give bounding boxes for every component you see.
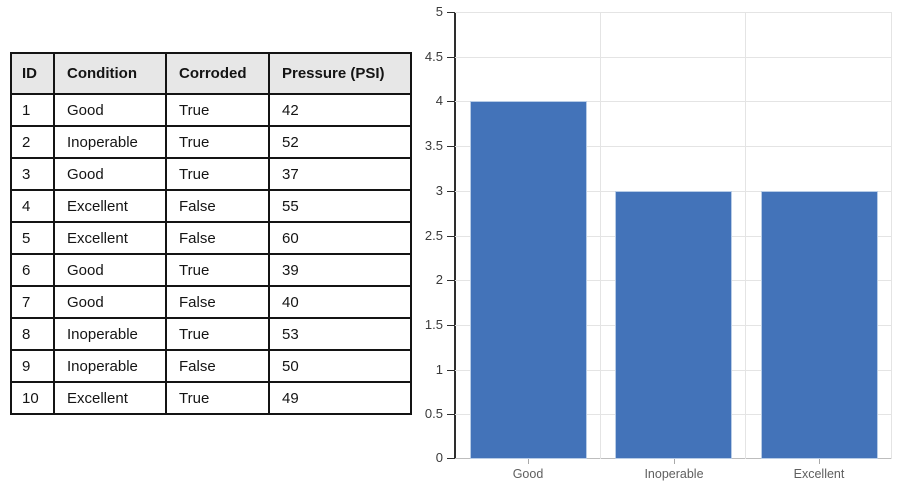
table-cell: Good [53,157,167,191]
table-cell: True [165,381,270,415]
y-axis-tick-label: 4.5 [424,49,443,64]
table-cell: False [165,349,270,383]
gridline-horizontal [455,101,892,102]
table-cell: Inoperable [53,317,167,351]
bar-excellent [761,191,878,459]
y-axis-tick [447,280,455,281]
table-cell: 49 [268,381,412,415]
table-cell: False [165,285,270,319]
table-cell: Good [53,253,167,287]
y-axis-tick [447,414,455,415]
table-row: 2 Inoperable True 52 [10,125,412,159]
y-axis-tick [447,370,455,371]
y-axis-tick-label: 2.5 [424,228,443,243]
table-cell: True [165,157,270,191]
gridline-horizontal [455,57,892,58]
table-cell: 2 [10,125,55,159]
pipe-data-table: ID Condition Corroded Pressure (PSI) 1 Good T… [10,52,412,415]
column-header-pressure-psi: Pressure (PSI) [268,52,412,95]
x-axis-label-excellent: Excellent [793,467,845,481]
gridline-horizontal [455,12,892,13]
bar-inoperable [615,191,732,459]
bar-chart-plot-area: 0 0.5 1 1.5 2 2.5 3 3.5 4 4.5 5 Good Inoperable Excel… [425,4,892,481]
y-axis-tick-label: 3 [435,183,443,198]
gridline-vertical [745,12,746,459]
table-cell: 1 [10,93,55,127]
table-cell: 60 [268,221,412,255]
table-row: 10 Excellent True 49 [10,381,412,415]
table-cell: False [165,221,270,255]
table-cell: 52 [268,125,412,159]
y-axis-tick [447,146,455,147]
table-row: 8 Inoperable True 53 [10,317,412,351]
table-cell: 53 [268,317,412,351]
y-axis-tick [447,325,455,326]
y-axis-tick-label: 3.5 [424,138,443,153]
table-row: 6 Good True 39 [10,253,412,287]
table-cell: Excellent [53,381,167,415]
x-axis-label-good: Good [512,467,544,481]
table-cell: 6 [10,253,55,287]
y-axis-tick-label: 1 [435,362,443,377]
table-row: 9 Inoperable False 50 [10,349,412,383]
table-cell: Good [53,93,167,127]
y-axis-tick-label: 4 [435,93,443,108]
gridline-vertical [891,12,892,459]
table-cell: 10 [10,381,55,415]
table-cell: True [165,125,270,159]
table-cell: True [165,317,270,351]
table-row: 5 Excellent False 60 [10,221,412,255]
table-header-row: ID Condition Corroded Pressure (PSI) [10,52,412,95]
table-cell: 4 [10,189,55,223]
table-cell: 5 [10,221,55,255]
table-cell: 9 [10,349,55,383]
x-axis-tick [819,459,820,464]
table-cell: True [165,253,270,287]
table-cell: 40 [268,285,412,319]
table-row: 1 Good True 42 [10,93,412,127]
table-row: 4 Excellent False 55 [10,189,412,223]
column-header-id: ID [10,52,55,95]
table-cell: 42 [268,93,412,127]
table-cell: Excellent [53,189,167,223]
y-axis-tick [447,458,455,459]
table-cell: 55 [268,189,412,223]
column-header-condition: Condition [53,52,167,95]
y-axis-tick-label: 1.5 [424,317,443,332]
y-axis-tick-label: 2 [435,272,443,287]
y-axis-tick [447,191,455,192]
table-cell: 7 [10,285,55,319]
table-cell: 3 [10,157,55,191]
table-row: 3 Good True 37 [10,157,412,191]
y-axis-line [454,12,456,459]
bar-good [470,101,587,459]
table-cell: Excellent [53,221,167,255]
table-cell: False [165,189,270,223]
y-axis-tick [447,236,455,237]
y-axis-tick-label: 0.5 [424,406,443,421]
gridline-horizontal [455,146,892,147]
y-axis-tick [447,12,455,13]
table-cell: 8 [10,317,55,351]
y-axis-tick [447,101,455,102]
table-cell: Inoperable [53,349,167,383]
y-axis-tick-label: 0 [435,450,443,465]
y-axis-tick [447,57,455,58]
table-cell: True [165,93,270,127]
gridline-vertical [600,12,601,459]
column-header-corroded: Corroded [165,52,270,95]
table-row: 7 Good False 40 [10,285,412,319]
x-axis-tick [528,459,529,464]
x-axis-label-inoperable: Inoperable [644,467,704,481]
table-cell: Good [53,285,167,319]
table-cell: 39 [268,253,412,287]
y-axis-tick-label: 5 [435,4,443,19]
table-body: 1 Good True 42 2 Inoperable True 52 3 Good True 37 4… [10,93,412,415]
table-cell: Inoperable [53,125,167,159]
x-axis-tick [674,459,675,464]
table-cell: 37 [268,157,412,191]
table-cell: 50 [268,349,412,383]
